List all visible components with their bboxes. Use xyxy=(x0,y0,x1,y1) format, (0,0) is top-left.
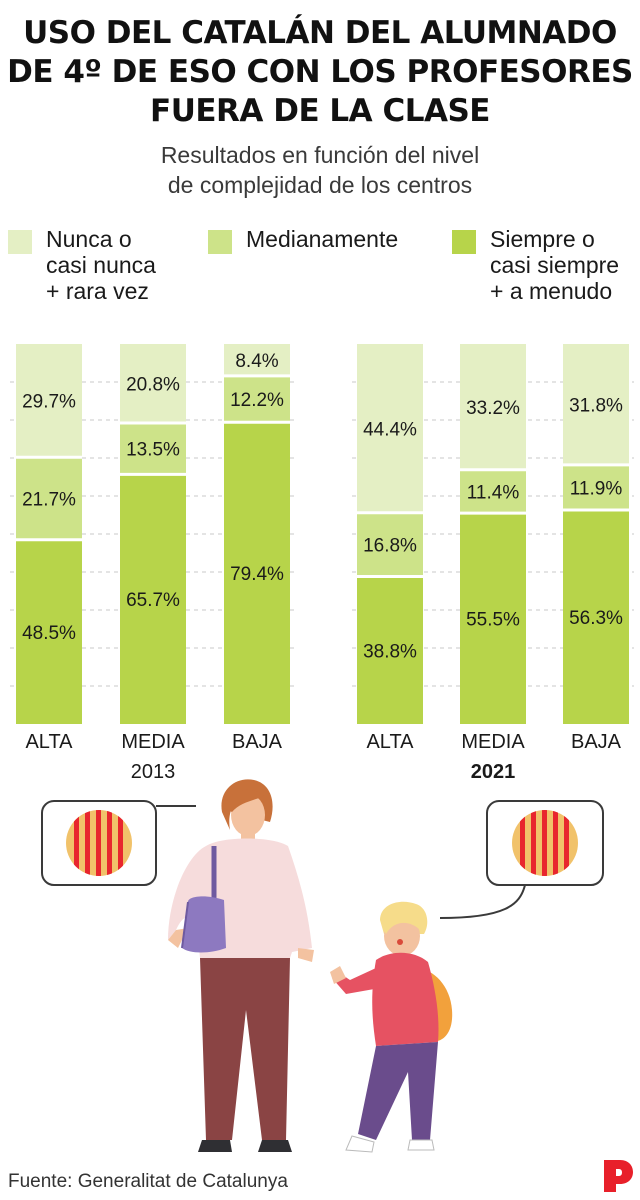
bar-segment-medium xyxy=(16,457,82,540)
legend-label-line: casi nunca xyxy=(46,252,156,278)
category-label: MEDIA xyxy=(121,731,185,753)
bar-segment-always xyxy=(16,539,82,724)
subtitle-line: Resultados en función del nivel xyxy=(160,142,480,168)
bar-segment-never xyxy=(357,344,423,513)
category-label: BAJA xyxy=(571,731,622,753)
year-label: 2021 xyxy=(471,761,516,783)
legend-label-line: Siempre o xyxy=(490,226,595,252)
data-label: 11.9% xyxy=(570,478,623,499)
legend-label-medium: Medianamente xyxy=(246,226,398,252)
woman-illustration xyxy=(168,779,314,1152)
data-label: 56.3% xyxy=(569,608,623,629)
legend-item-always: Siempre o casi siempre + a menudo xyxy=(452,226,619,304)
data-label: 79.4% xyxy=(230,564,284,585)
chart-panel-2021: 38.8% 16.8% 44.4% ALTA 55.5% 11.4% 33.2% MEDIA 5… xyxy=(352,344,634,783)
bar-segment-never xyxy=(224,344,290,376)
legend-swatch-medium xyxy=(208,230,232,254)
title-line: USO DEL CATALÁN DEL ALUMNADO xyxy=(23,15,617,51)
legend-item-never: Nunca o casi nunca + rara vez xyxy=(8,226,156,304)
bar-segment-always xyxy=(357,576,423,724)
publisher-logo-icon[interactable] xyxy=(600,1158,634,1194)
data-label: 12.2% xyxy=(230,390,284,411)
bar-segment-never xyxy=(16,344,82,458)
bar-segment-never xyxy=(563,344,629,465)
boy-illustration xyxy=(330,901,453,1153)
legend-label-line: + a menudo xyxy=(490,278,613,304)
legend-label-line: Medianamente xyxy=(246,226,399,252)
data-label: 11.4% xyxy=(467,482,520,503)
data-label: 65.7% xyxy=(126,590,180,611)
data-label: 38.8% xyxy=(363,641,417,662)
category-label: BAJA xyxy=(232,731,283,753)
legend-item-medium: Medianamente xyxy=(208,226,398,254)
chart-panel-2013: 48.5% 21.7% 29.7% ALTA 65.7% 13.5% 20.8% MEDIA 7… xyxy=(10,344,296,783)
category-label: ALTA xyxy=(25,731,73,753)
legend-swatch-always xyxy=(452,230,476,254)
charts-layer: 48.5% 21.7% 29.7% ALTA 65.7% 13.5% 20.8% MEDIA 7… xyxy=(10,344,634,783)
bar-segment-medium xyxy=(460,469,526,514)
bar-segment-always xyxy=(563,510,629,724)
bar-segment-medium xyxy=(563,464,629,511)
legend-swatch-never xyxy=(8,230,32,254)
data-label: 21.7% xyxy=(22,489,76,510)
data-label: 29.7% xyxy=(22,392,76,413)
catalan-flag-icon xyxy=(66,810,132,876)
legend-label-line: casi siempre xyxy=(490,252,620,278)
year-label: 2013 xyxy=(131,761,176,783)
bar-segment-always xyxy=(120,474,186,724)
chart-title: USO DEL CATALÁN DEL ALUMNADO DE 4º DE ES… xyxy=(0,14,640,131)
legend-label-line: + rara vez xyxy=(46,278,149,304)
chart-subtitle: Resultados en función del nivel de compl… xyxy=(0,140,640,200)
data-label: 44.4% xyxy=(363,419,417,440)
legend-label-always: Siempre o casi siempre + a menudo xyxy=(490,226,619,304)
legend-label-never: Nunca o casi nunca + rara vez xyxy=(46,226,156,304)
data-label: 48.5% xyxy=(22,623,76,644)
legend-label-line: Nunca o xyxy=(46,226,132,252)
bar-segment-medium xyxy=(224,375,290,423)
subtitle-line: de complejidad de los centros xyxy=(167,172,473,198)
category-label: MEDIA xyxy=(461,731,525,753)
data-label: 20.8% xyxy=(126,375,180,396)
bar-segment-never xyxy=(120,344,186,424)
bar-segment-always xyxy=(460,513,526,724)
data-label: 13.5% xyxy=(126,440,180,461)
category-label: ALTA xyxy=(366,731,414,753)
data-label: 33.2% xyxy=(466,398,520,419)
data-label: 16.8% xyxy=(363,536,417,557)
title-line: DE 4º DE ESO CON LOS PROFESORES xyxy=(7,54,633,90)
data-label: 55.5% xyxy=(466,610,520,631)
title-line: FUERA DE LA CLASE xyxy=(150,93,490,129)
source-note: Fuente: Generalitat de Catalunya xyxy=(8,1171,288,1192)
catalan-flag-icon xyxy=(512,810,578,876)
bar-segment-always xyxy=(224,422,290,724)
data-label: 8.4% xyxy=(235,351,278,372)
data-label: 31.8% xyxy=(569,395,623,416)
illustration xyxy=(41,779,604,1153)
bar-segment-medium xyxy=(357,512,423,577)
bar-segment-never xyxy=(460,344,526,470)
bar-segment-medium xyxy=(120,423,186,475)
